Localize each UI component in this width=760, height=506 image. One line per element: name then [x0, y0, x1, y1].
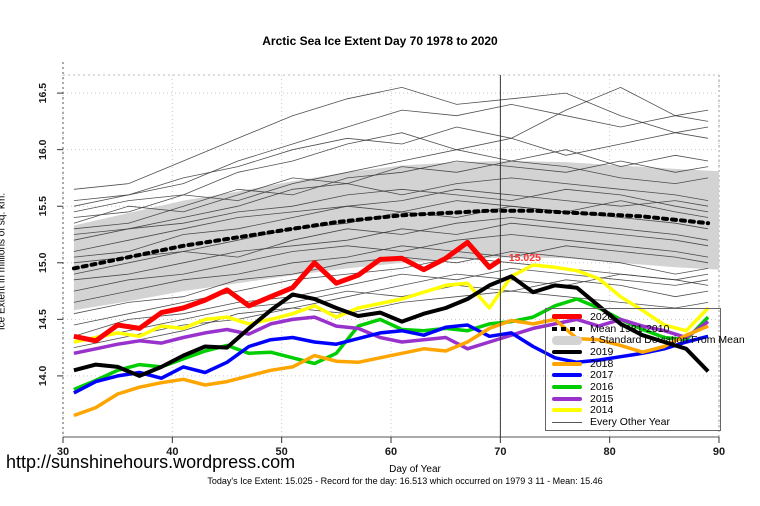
- legend-swatch-line-icon: [552, 408, 582, 413]
- y-tick-label: 15.0: [37, 252, 49, 273]
- legend-swatch-line-icon: [552, 396, 582, 401]
- legend-label: 2019: [590, 345, 614, 358]
- legend-label: 1 Standard Deviation From Mean: [590, 334, 745, 347]
- background-year-line: [73, 86, 709, 201]
- legend-item: 2016: [552, 380, 720, 393]
- background-year-line: [73, 188, 709, 252]
- x-axis-label: Day of Year: [389, 464, 441, 475]
- legend-label: 2020: [590, 310, 614, 323]
- year-line-2015: [73, 315, 710, 356]
- background-year-line: [73, 86, 709, 190]
- url-text: http://sunshinehours.wordpress.com: [6, 452, 296, 472]
- y-axis-label: Ice Extent in millions of sq. km.: [0, 192, 8, 331]
- legend-item: Mean 1981-2010: [552, 322, 720, 335]
- legend-label: 2016: [590, 380, 614, 393]
- legend-swatch-line-icon: [552, 314, 582, 320]
- legend-item: 2017: [552, 369, 720, 382]
- legend-label: 2017: [590, 369, 614, 382]
- year-line-2020: [73, 239, 502, 344]
- x-tick-label: 80: [604, 446, 616, 458]
- legend-label: 2014: [590, 404, 614, 417]
- background-year-line: [73, 217, 709, 275]
- background-year-line: [73, 177, 709, 235]
- legend-item: 2019: [552, 345, 720, 358]
- x-tick-label: 30: [57, 446, 69, 458]
- y-tick-label: 16.0: [37, 139, 49, 160]
- legend-item: 2018: [552, 357, 720, 370]
- year-line-2014: [73, 263, 710, 344]
- y-tick-label: 14.5: [37, 309, 49, 330]
- footer-caption: Today's Ice Extent: 15.025 - Record for …: [207, 476, 603, 486]
- background-year-line: [73, 273, 709, 354]
- background-year-line: [73, 234, 709, 292]
- year-line-2017: [73, 323, 709, 395]
- y-tick-label: 16.5: [37, 83, 49, 104]
- legend: 2020 Mean 1981-2010 1 Standard Deviation F…: [545, 308, 745, 431]
- legend-swatch-thin-icon: [552, 421, 582, 423]
- x-tick-label: 50: [276, 446, 288, 458]
- legend-swatch-dashed-icon: [552, 326, 582, 331]
- legend-swatch-band-icon: [552, 335, 582, 345]
- legend-item: 2015: [552, 392, 720, 405]
- background-year-line: [73, 279, 709, 343]
- x-tick-label: 70: [494, 446, 506, 458]
- background-year-line: [73, 188, 709, 241]
- background-year-line: [73, 160, 709, 230]
- y-tick-label: 15.5: [37, 196, 49, 217]
- legend-swatch-line-icon: [552, 373, 582, 378]
- legend-item: 2014: [552, 404, 720, 417]
- background-year-line: [73, 132, 709, 218]
- value-annotation: 15.025: [508, 252, 541, 265]
- legend-label: Every Other Year: [590, 416, 670, 429]
- legend-swatch-line-icon: [552, 349, 582, 354]
- legend-swatch-line-icon: [552, 361, 582, 366]
- background-year-line: [73, 245, 709, 303]
- legend-label: Mean 1981-2010: [590, 322, 670, 335]
- legend-label: 2015: [590, 392, 614, 405]
- legend-item: Every Other Year: [552, 416, 720, 429]
- background-year-line: [73, 267, 709, 337]
- background-year-line: [73, 160, 709, 224]
- x-tick-label: 90: [713, 446, 725, 458]
- legend-item: 2020: [552, 310, 720, 323]
- legend-swatch-line-icon: [552, 384, 582, 389]
- background-year-line: [73, 222, 709, 281]
- background-year-line: [73, 103, 709, 207]
- chart-title: Arctic Sea Ice Extent Day 70 1978 to 202…: [262, 34, 498, 48]
- legend-label: 2018: [590, 357, 614, 370]
- year-line-2018: [73, 317, 709, 418]
- x-tick-label: 40: [166, 446, 178, 458]
- background-year-line: [73, 290, 709, 348]
- legend-item: 1 Standard Deviation From Mean: [552, 334, 745, 346]
- x-tick-label: 60: [385, 446, 397, 458]
- std-deviation-band: [73, 161, 719, 311]
- mean-line: [71, 208, 711, 271]
- y-tick-label: 14.0: [37, 366, 49, 387]
